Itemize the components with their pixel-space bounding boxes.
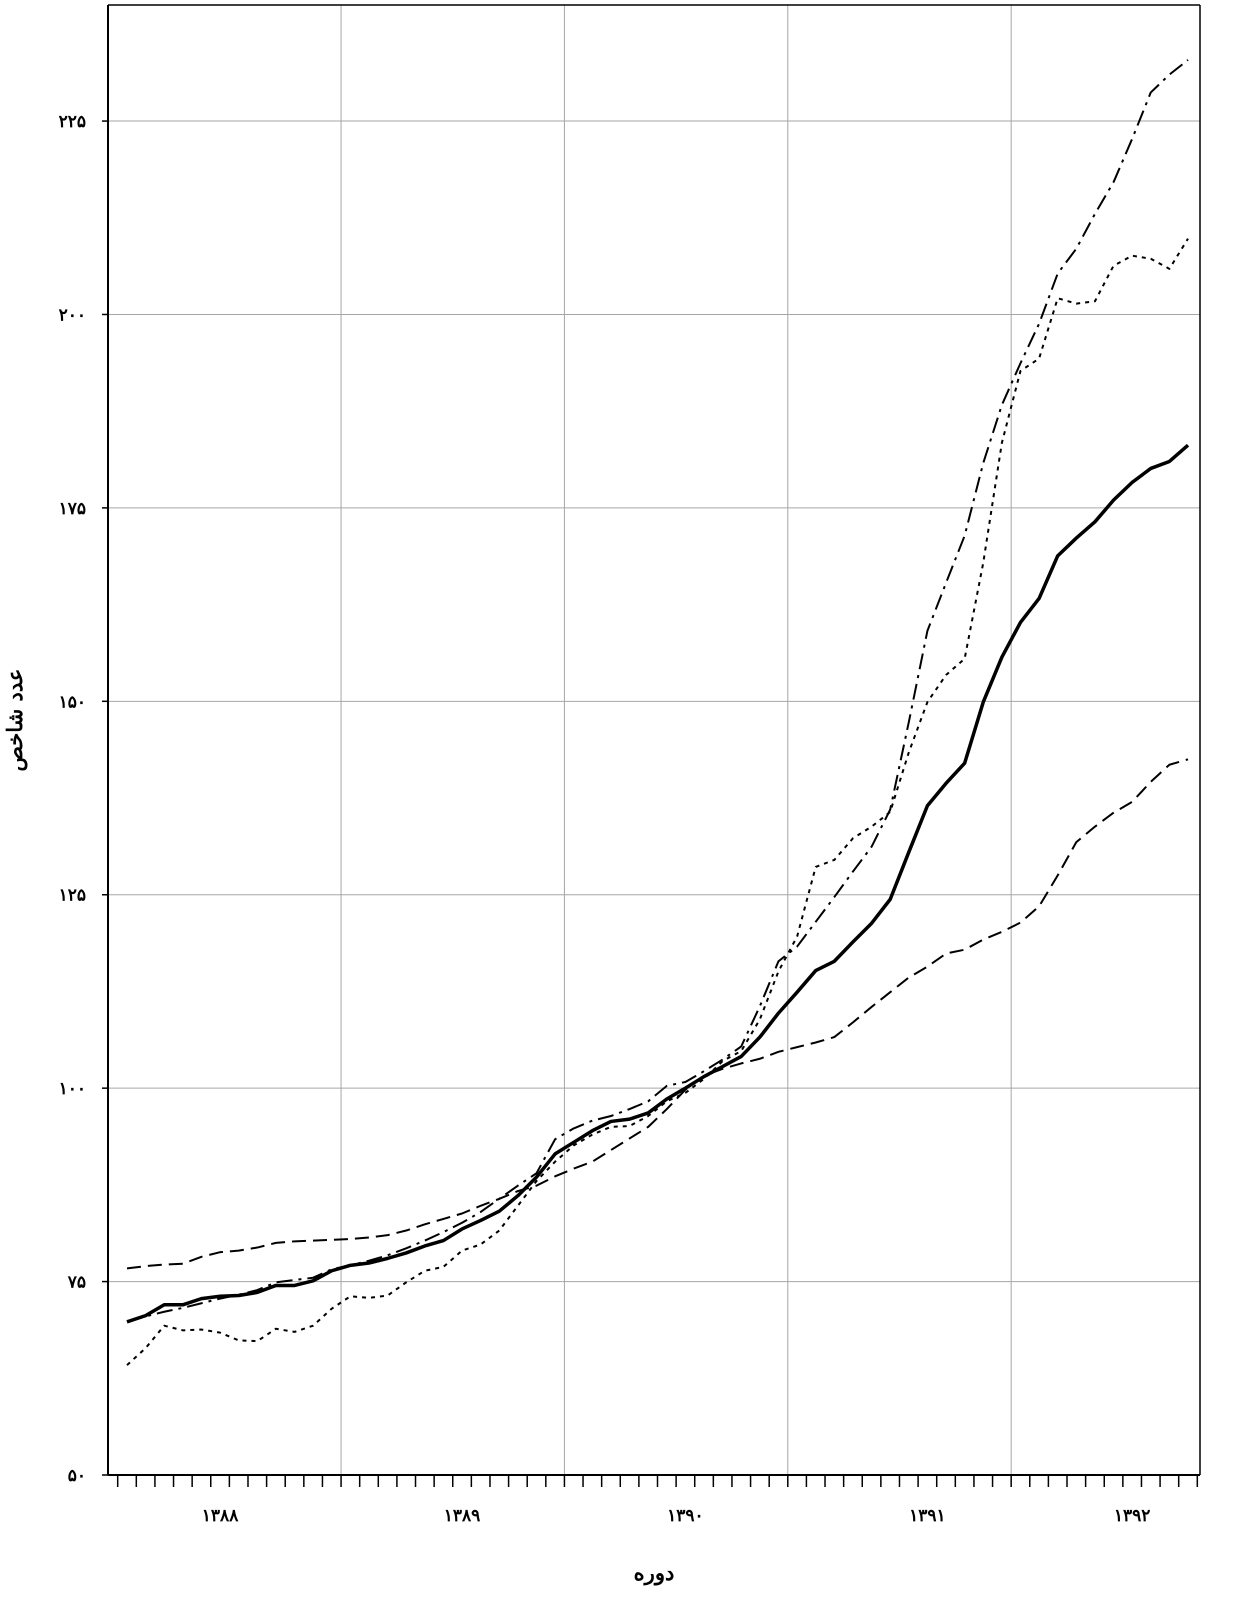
x-tick-label: ۱۳۹۲ xyxy=(1114,1506,1151,1526)
x-axis-title: دوره xyxy=(634,1560,675,1586)
y-tick-label: ۱۰۰ xyxy=(59,1079,86,1099)
x-tick-label: ۱۳۹۰ xyxy=(667,1506,704,1526)
y-tick-label: ۲۰۰ xyxy=(59,305,86,325)
y-tick-label: ۱۲۵ xyxy=(59,886,86,906)
series-line xyxy=(126,758,1189,1270)
series-line xyxy=(126,59,1189,1323)
series-line xyxy=(126,443,1190,1324)
plot-area xyxy=(108,5,1200,1475)
y-axis-title: عدد شاخص xyxy=(2,669,28,772)
y-tick-label: ۱۷۵ xyxy=(59,499,86,519)
x-tick-label: ۱۳۸۹ xyxy=(444,1506,481,1526)
y-tick-label: ۱۵۰ xyxy=(59,692,86,712)
x-tick-label: ۱۳۸۸ xyxy=(202,1506,239,1526)
series-line xyxy=(126,238,1189,1366)
y-tick-label: ۵۰ xyxy=(68,1466,86,1486)
y-tick-label: ۲۲۵ xyxy=(59,112,86,132)
x-tick-label: ۱۳۹۱ xyxy=(909,1506,946,1526)
y-tick-label: ۷۵ xyxy=(67,1273,86,1293)
